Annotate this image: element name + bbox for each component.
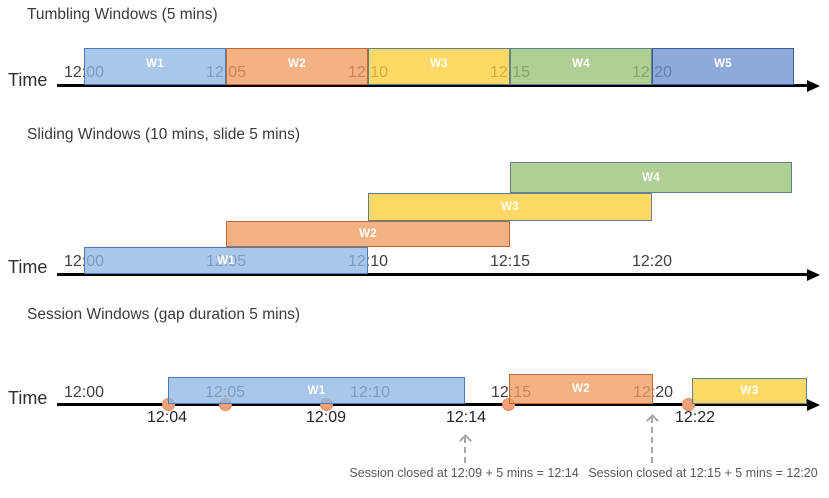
timeline-session [57,403,808,406]
window-w3-session: W3 [692,378,807,404]
window-label: W2 [359,228,377,240]
window-label: W2 [572,383,590,395]
window-label: W1 [217,254,235,267]
timeline-arrow-icon-session [807,398,820,411]
window-w5-tumbling: W5 [652,48,794,85]
window-w4-tumbling: W4 [510,48,652,85]
event-dot [681,398,695,411]
window-w2-sliding: W2 [226,221,510,247]
timeline-arrow-icon-sliding [807,268,820,281]
window-w3-tumbling: W3 [368,48,510,85]
section-title-sliding: Sliding Windows (10 mins, slide 5 mins) [27,126,301,143]
event-time-label: 12:14 [445,409,487,426]
section-title-tumbling: Tumbling Windows (5 mins) [27,6,218,23]
window-label: W3 [501,201,519,213]
tick-label: 12:00 [63,384,105,401]
session-close-annotation: Session closed at 12:15 + 5 mins = 12:20 [588,466,818,480]
window-w2-tumbling: W2 [226,48,368,85]
window-w2-session: W2 [509,374,653,404]
time-axis-label-tumbling: Time [8,70,48,90]
timeline-sliding [57,273,808,276]
annotation-arrowhead-icon [459,434,472,447]
annotation-arrow-icon [464,437,466,463]
time-axis-label-session: Time [8,388,48,408]
timeline-tumbling [57,84,808,87]
window-label: W3 [430,57,448,70]
event-time-label: 12:09 [305,409,347,426]
window-label: W4 [642,171,660,184]
tick-label: 12:15 [489,253,531,270]
window-w1-session: W1 [168,377,465,404]
time-axis-label-sliding: Time [8,257,48,277]
window-w1-tumbling: W1 [84,48,226,85]
window-w4-sliding: W4 [510,162,792,193]
section-title-session: Session Windows (gap duration 5 mins) [27,306,301,323]
window-label: W4 [572,57,590,70]
event-time-label: 12:04 [146,409,188,426]
window-label: W2 [288,57,306,70]
window-label: W1 [307,384,326,397]
timeline-arrow-icon-tumbling [807,79,820,92]
tick-label: 12:20 [631,253,673,270]
annotation-arrow-icon [651,417,653,463]
session-close-annotation: Session closed at 12:09 + 5 mins = 12:14 [349,466,579,480]
event-time-label: 12:22 [674,409,716,426]
annotation-arrowhead-icon [646,414,659,427]
window-label: W3 [740,385,759,397]
window-label: W5 [714,57,732,70]
window-label: W1 [146,57,164,70]
window-w3-sliding: W3 [368,193,652,221]
window-w1-sliding: W1 [84,247,368,274]
